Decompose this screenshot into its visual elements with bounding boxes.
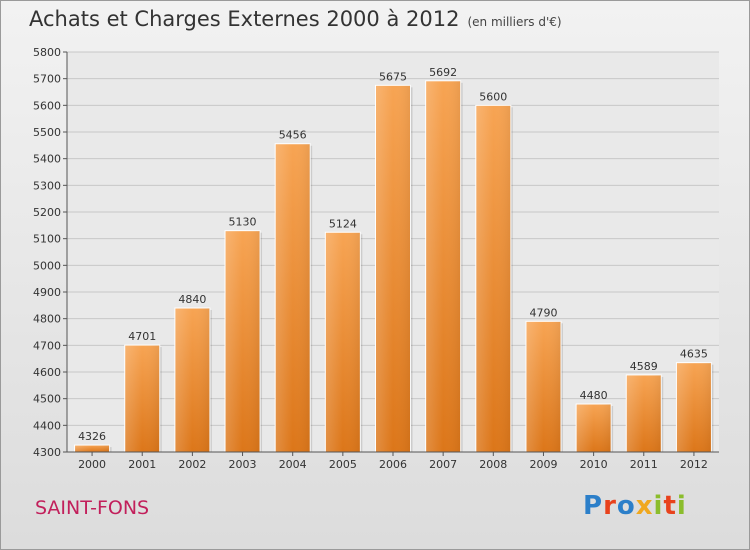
- bar-highlight: [626, 374, 662, 452]
- bar-highlight: [275, 143, 311, 452]
- data-label: 5675: [379, 70, 407, 83]
- bar-highlight: [425, 80, 461, 453]
- y-tick-label: 4900: [33, 286, 61, 299]
- x-tick-label: 2010: [580, 458, 608, 471]
- bar-highlight: [676, 362, 712, 452]
- x-tick-label: 2012: [680, 458, 708, 471]
- chart-subtitle: (en milliers d'€): [467, 15, 562, 29]
- bar-highlight: [74, 445, 110, 452]
- x-tick-label: 2011: [630, 458, 658, 471]
- data-label: 4635: [680, 348, 708, 361]
- data-labels: 4326 4701 4840 5130 5456 5124 5675 5692 5600 4790…: [78, 66, 708, 443]
- bar-highlight: [124, 345, 160, 452]
- logo-letter: o: [616, 491, 636, 521]
- bar-highlight: [525, 321, 561, 452]
- data-label: 4840: [178, 293, 206, 306]
- data-label: 4326: [78, 430, 106, 443]
- bars: [74, 80, 714, 453]
- y-tick-label: 4600: [33, 366, 61, 379]
- x-tick-label: 2005: [329, 458, 357, 471]
- x-tick-label: 2009: [529, 458, 557, 471]
- chart-title: Achats et Charges Externes 2000 à 2012 (e…: [29, 7, 562, 31]
- bar-highlight: [225, 230, 261, 452]
- x-tick-label: 2004: [279, 458, 307, 471]
- x-tick-label: 2000: [78, 458, 106, 471]
- y-tick-label: 4400: [33, 419, 61, 432]
- axes: 4300 4400 4500 4600 4700 4800 4900 5000 5100 5200…: [33, 46, 719, 471]
- bar-highlight: [475, 105, 511, 452]
- x-tick-label: 2008: [479, 458, 507, 471]
- y-tick-label: 4800: [33, 313, 61, 326]
- logo-letter: P: [583, 491, 604, 521]
- y-tick-label: 5300: [33, 179, 61, 192]
- data-label: 5600: [479, 90, 507, 103]
- data-label: 4701: [128, 330, 156, 343]
- city-name: SAINT-FONS: [35, 497, 150, 519]
- data-label: 5692: [429, 66, 457, 79]
- data-label: 4589: [630, 360, 658, 373]
- y-tick-label: 5500: [33, 126, 61, 139]
- y-tick-label: 5600: [33, 99, 61, 112]
- logo-letter: r: [603, 491, 617, 521]
- bar-highlight: [174, 308, 210, 452]
- y-tick-label: 5800: [33, 46, 61, 59]
- data-label: 5456: [279, 129, 307, 142]
- bar-highlight: [325, 232, 361, 452]
- y-tick-label: 5100: [33, 233, 61, 246]
- logo-letter: t: [663, 491, 677, 521]
- x-tick-label: 2006: [379, 458, 407, 471]
- y-tick-label: 4700: [33, 339, 61, 352]
- chart-title-text: Achats et Charges Externes 2000 à 2012: [29, 7, 460, 31]
- bar-highlight: [375, 85, 411, 452]
- logo-letter: i: [676, 491, 687, 521]
- data-label: 4790: [529, 306, 557, 319]
- x-tick-label: 2003: [229, 458, 257, 471]
- data-label: 5124: [329, 217, 357, 230]
- y-tick-label: 5400: [33, 153, 61, 166]
- y-tick-label: 4500: [33, 393, 61, 406]
- proxiti-logo: Proxiti: [583, 491, 687, 521]
- y-tick-label: 4300: [33, 446, 61, 459]
- logo-letter: x: [635, 491, 654, 521]
- x-tick-label: 2007: [429, 458, 457, 471]
- data-label: 5130: [229, 216, 257, 229]
- y-tick-label: 5000: [33, 259, 61, 272]
- x-tick-label: 2001: [128, 458, 156, 471]
- logo-letter: i: [653, 491, 664, 521]
- y-tick-label: 5200: [33, 206, 61, 219]
- data-label: 4480: [580, 389, 608, 402]
- y-tick-label: 5700: [33, 73, 61, 86]
- bar-highlight: [576, 404, 612, 452]
- x-tick-label: 2002: [178, 458, 206, 471]
